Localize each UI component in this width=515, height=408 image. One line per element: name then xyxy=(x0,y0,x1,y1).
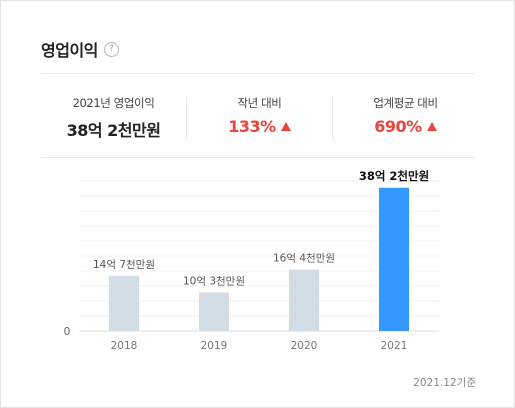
card-title: 영업이익 xyxy=(41,41,98,60)
stat-current-value: 38억 2천만원 xyxy=(66,121,161,140)
data-label-2018: 14억 7천만원 xyxy=(93,259,155,271)
y-tick-label: 0 xyxy=(64,326,71,338)
stat-industry: 업계평균 대비 690% xyxy=(333,95,478,136)
x-tick-label-2020: 2020 xyxy=(291,340,318,352)
data-label-2019: 10억 3천만원 xyxy=(183,275,245,287)
up-arrow-icon xyxy=(426,122,437,131)
footnote: 2021.12기준 xyxy=(413,377,476,389)
card-header: 영업이익 ? xyxy=(41,37,119,61)
help-icon[interactable]: ? xyxy=(103,41,119,57)
stat-yoy: 작년 대비 133% xyxy=(187,95,332,136)
stat-separator xyxy=(332,97,333,141)
bar-2018 xyxy=(109,275,139,331)
stat-current: 2021년 영업이익 38억 2천만원 xyxy=(41,95,186,141)
header-divider xyxy=(41,73,475,74)
data-label-2020: 16억 4천만원 xyxy=(273,253,335,265)
bar-2021 xyxy=(379,187,409,331)
bar-2020 xyxy=(289,269,319,331)
summary-divider xyxy=(41,157,475,158)
stat-yoy-value: 133% xyxy=(228,117,276,136)
x-tick-label-2019: 2019 xyxy=(201,340,228,352)
data-label-2021: 38억 2천만원 xyxy=(359,169,429,183)
stat-current-label: 2021년 영업이익 xyxy=(72,96,155,110)
stat-separator xyxy=(186,97,187,141)
x-tick-label-2021: 2021 xyxy=(381,340,408,352)
x-tick-label-2018: 2018 xyxy=(111,340,138,352)
bar-2019 xyxy=(199,292,229,331)
operating-profit-bar-chart: 0 14억 7천만원 2018 10억 3천만원 2019 16억 4천만원 2020 38억… xyxy=(64,169,439,352)
up-arrow-icon xyxy=(280,122,291,131)
stat-industry-label: 업계평균 대비 xyxy=(373,96,438,110)
stat-yoy-label: 작년 대비 xyxy=(237,96,282,110)
stat-industry-value: 690% xyxy=(374,117,422,136)
stat-industry-value-row: 690% xyxy=(333,117,478,136)
stat-yoy-value-row: 133% xyxy=(187,117,332,136)
